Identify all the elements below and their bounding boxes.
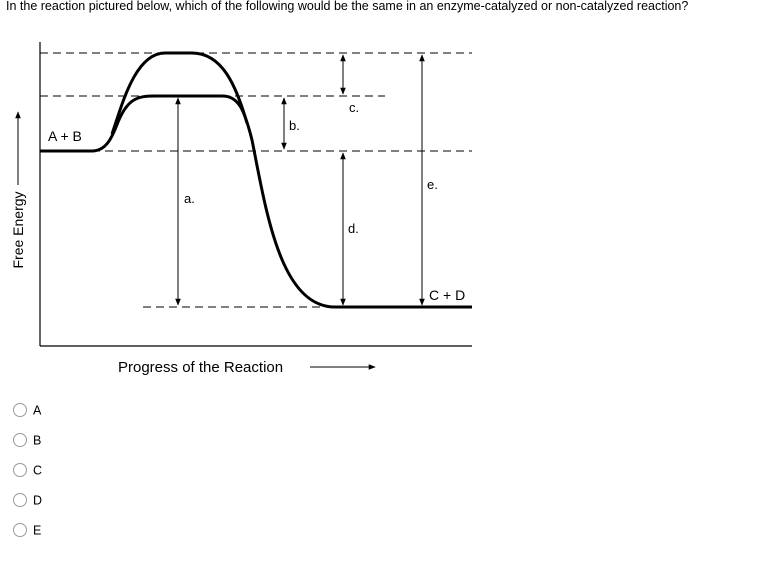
option-label[interactable]: A (33, 404, 42, 418)
reactants-label: A + B (48, 128, 82, 144)
label-e: e. (427, 177, 438, 192)
label-a: a. (184, 191, 195, 206)
y-axis-label: Free Energy (10, 191, 26, 268)
question-text: In the reaction pictured below, which of… (6, 0, 688, 13)
catalyzed-curve (40, 94, 472, 309)
option-label[interactable]: D (33, 494, 42, 508)
option-label[interactable]: C (33, 464, 42, 478)
products-label: C + D (429, 287, 465, 303)
radio-button[interactable] (13, 433, 27, 447)
radio-button[interactable] (13, 403, 27, 417)
uncatalyzed-curve (110, 51, 249, 135)
label-b: b. (289, 118, 300, 133)
label-d: d. (348, 221, 359, 236)
answer-options: A B C D E (13, 403, 42, 538)
diagram: A + B C + D a. b. c. d. e. Free Energy P… (10, 42, 472, 376)
label-c: c. (349, 100, 359, 115)
radio-button[interactable] (13, 523, 27, 537)
radio-button[interactable] (13, 463, 27, 477)
x-axis-label: Progress of the Reaction (118, 359, 283, 376)
radio-button[interactable] (13, 493, 27, 507)
option-label[interactable]: E (33, 524, 41, 538)
option-label[interactable]: B (33, 434, 41, 448)
